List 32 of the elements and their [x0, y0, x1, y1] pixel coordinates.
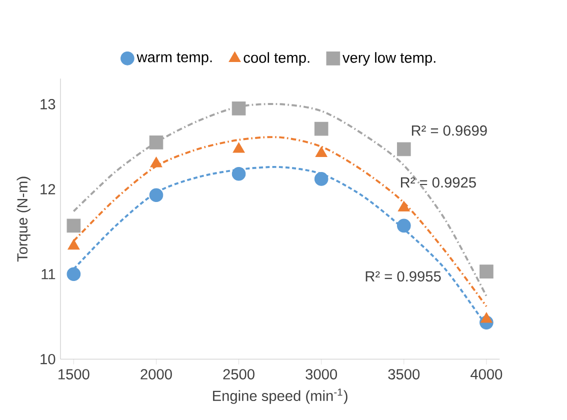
point	[314, 122, 328, 136]
point	[149, 188, 164, 202]
point	[66, 218, 81, 233]
x-tick-label: 3000	[306, 369, 338, 380]
point	[232, 142, 245, 154]
point	[315, 146, 328, 158]
annotation: R² = 0.9699	[412, 126, 487, 136]
legend-label: very low temp.	[342, 52, 436, 66]
y-axis-title: Torque (N-m)	[16, 176, 30, 262]
point	[396, 142, 411, 156]
point	[480, 264, 494, 279]
y-tick-label: 11	[42, 269, 56, 280]
y-tick-label: 10	[40, 354, 56, 364]
point	[66, 267, 81, 282]
x-axis-title: Engine speed (min$^{-1}$)	[213, 388, 348, 404]
y-tick-label: 12	[40, 184, 56, 194]
legend-label: cool temp.	[244, 52, 310, 66]
point	[396, 218, 411, 233]
annotation: R² = 0.9925	[400, 177, 476, 188]
point	[232, 102, 246, 116]
x-tick-label: 1500	[58, 369, 90, 380]
point	[314, 172, 328, 186]
x-tick-label: 3500	[388, 369, 420, 380]
point	[398, 201, 410, 212]
y-tick-label: 13	[40, 99, 56, 110]
x-tick-label: 4000	[470, 369, 502, 380]
annotation: R² = 0.9955	[366, 271, 441, 282]
legend-label: warm temp.	[136, 52, 212, 66]
point	[149, 136, 164, 150]
point	[232, 167, 246, 181]
x-tick-label: 2000	[140, 369, 172, 380]
x-tick-label: 2500	[223, 369, 254, 380]
